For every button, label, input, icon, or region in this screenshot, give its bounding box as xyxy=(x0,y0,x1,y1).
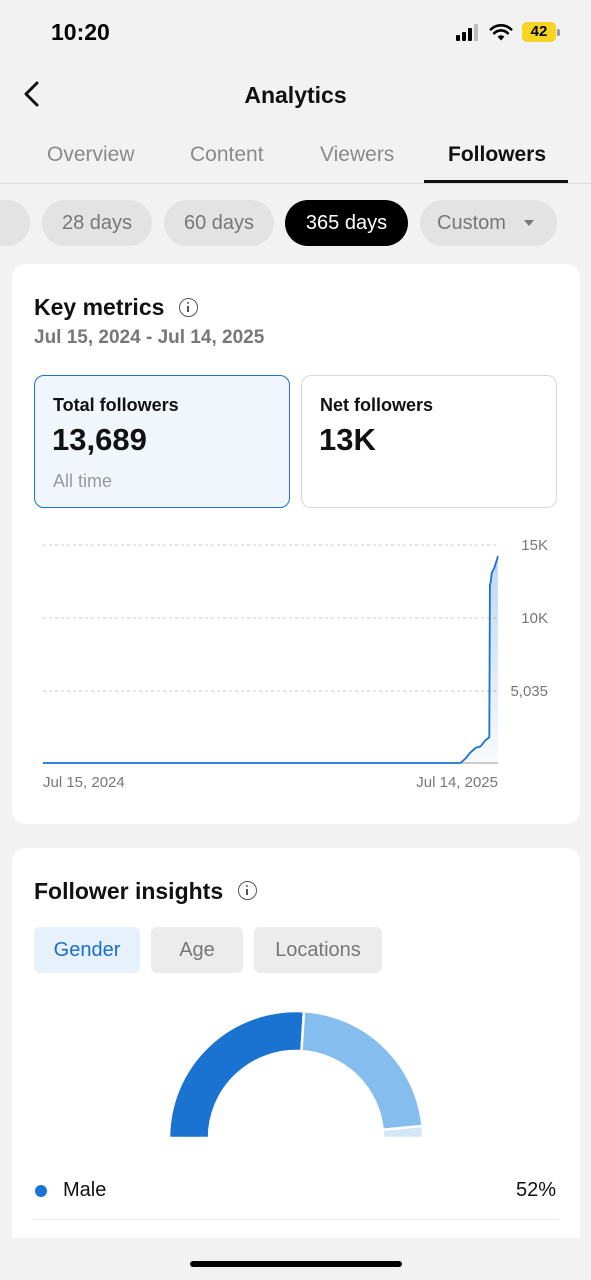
insight-tab-gender[interactable]: Gender xyxy=(34,927,140,973)
chip-custom-label: Custom xyxy=(437,212,506,234)
info-icon[interactable] xyxy=(238,881,257,900)
series-line xyxy=(43,555,499,764)
x-tick-label: Jul 15, 2024 xyxy=(43,774,125,791)
cellular-signal-icon xyxy=(456,24,482,41)
page-title: Analytics xyxy=(244,82,347,108)
net-followers-value: 13K xyxy=(319,422,376,457)
total-followers-sub: All time xyxy=(53,471,113,491)
y-tick-label: 5,035 xyxy=(510,683,548,700)
analytics-tabs: Overview Content Viewers Followers xyxy=(0,130,591,184)
gender-donut-chart xyxy=(167,1009,425,1140)
male-legend-label: Male xyxy=(63,1179,107,1201)
total-followers-metric[interactable]: Total followers 13,689 All time xyxy=(34,375,290,508)
status-bar: 10:20 42 xyxy=(0,0,591,64)
gender-segment-female xyxy=(300,1009,424,1132)
tab-overview[interactable]: Overview xyxy=(47,143,135,166)
info-icon[interactable] xyxy=(179,298,198,317)
tab-content[interactable]: Content xyxy=(190,143,264,166)
x-tick-label: Jul 14, 2025 xyxy=(416,774,498,791)
chip-365-days[interactable]: 365 days xyxy=(285,200,408,246)
tab-followers[interactable]: Followers xyxy=(448,143,547,166)
chip-7-days-partial[interactable] xyxy=(0,200,30,246)
total-followers-value: 13,689 xyxy=(52,422,147,457)
gender-segment-other xyxy=(381,1124,425,1140)
active-tab-indicator xyxy=(424,180,568,183)
battery-level: 42 xyxy=(522,22,556,42)
date-range-label: Jul 15, 2024 - Jul 14, 2025 xyxy=(34,327,265,348)
total-followers-label: Total followers xyxy=(53,395,179,415)
key-metrics-card: Key metrics Jul 15, 2024 - Jul 14, 2025 … xyxy=(12,264,580,824)
wifi-icon xyxy=(489,24,513,41)
date-range-chips: 28 days 60 days 365 days Custom xyxy=(0,200,591,246)
insight-tab-age[interactable]: Age xyxy=(151,927,243,973)
chip-60-days[interactable]: 60 days xyxy=(164,200,274,246)
navigation-bar: Analytics xyxy=(0,64,591,124)
male-legend-dot xyxy=(35,1185,47,1197)
series-area xyxy=(455,556,498,763)
follower-insights-card: Follower insights Gender Age Locations M… xyxy=(12,848,580,1238)
chip-custom[interactable]: Custom xyxy=(420,200,557,246)
caret-down-icon xyxy=(524,220,534,226)
followers-chart: 15K 10K 5,035 Jul 15, 2024 Jul 14, 2025 xyxy=(43,537,548,791)
key-metrics-title: Key metrics xyxy=(34,294,165,320)
tab-viewers[interactable]: Viewers xyxy=(320,143,395,166)
back-icon[interactable] xyxy=(16,78,48,110)
y-tick-label: 15K xyxy=(521,537,548,554)
chip-28-days[interactable]: 28 days xyxy=(42,200,152,246)
follower-insights-title: Follower insights xyxy=(34,878,224,904)
y-tick-label: 10K xyxy=(521,610,548,627)
home-indicator xyxy=(190,1261,402,1267)
insight-tab-locations[interactable]: Locations xyxy=(254,927,382,973)
divider xyxy=(34,1219,558,1220)
male-legend-value: 52% xyxy=(515,1179,556,1201)
battery-icon: 42 xyxy=(522,22,560,42)
net-followers-label: Net followers xyxy=(320,395,434,415)
net-followers-metric[interactable]: Net followers 13K xyxy=(301,375,557,508)
status-time: 10:20 xyxy=(51,19,110,45)
gender-segment-male xyxy=(167,1009,306,1140)
